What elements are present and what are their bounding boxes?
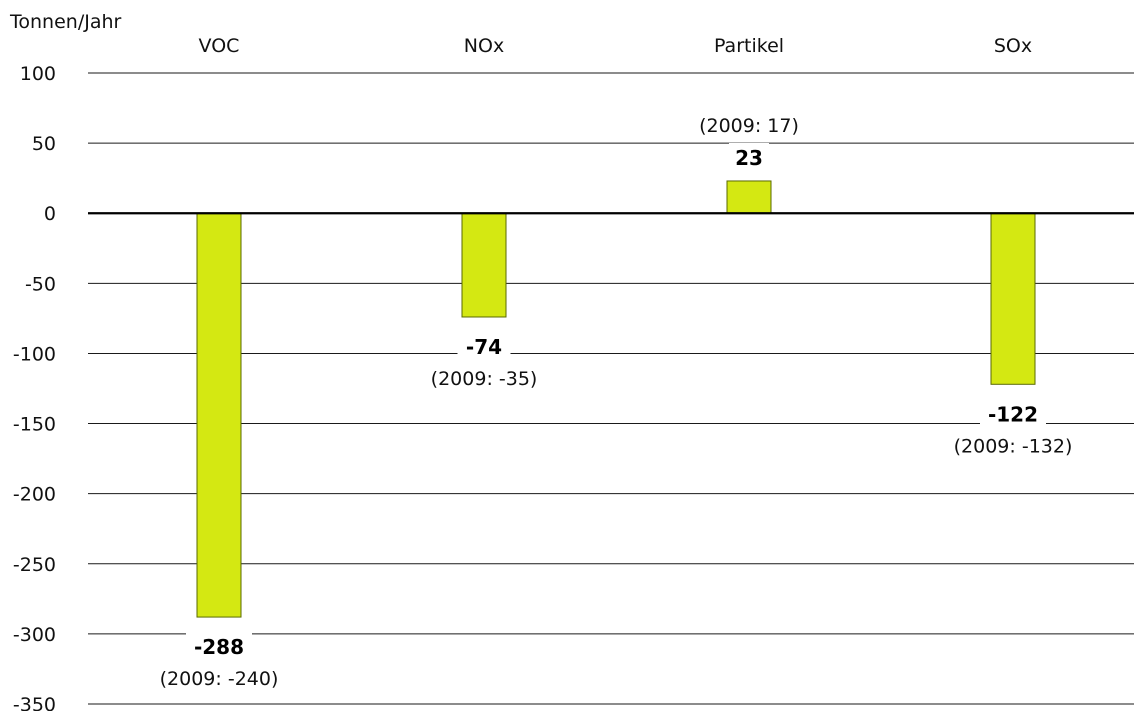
y-tick-label: -350 — [13, 694, 56, 711]
y-tick-label: -100 — [13, 343, 56, 365]
y-tick-label: -200 — [13, 484, 56, 506]
y-tick-label: -150 — [13, 414, 56, 436]
y-tick-label: -300 — [13, 624, 56, 646]
bar — [196, 212, 242, 618]
previous-year-label: (2009: -240) — [160, 668, 279, 690]
previous-year-label: (2009: 17) — [699, 115, 799, 137]
value-label: 23 — [735, 146, 763, 170]
value-label-backdrop — [980, 399, 1046, 428]
category-label: VOC — [199, 35, 240, 57]
value-label-backdrop — [186, 632, 252, 661]
y-tick-label: 0 — [44, 203, 56, 225]
bar — [726, 180, 772, 214]
bars — [196, 180, 1036, 618]
value-label: -74 — [466, 335, 502, 359]
y-tick-label: 50 — [32, 133, 56, 155]
category-labels: VOC NOx Partikel SOx — [199, 35, 1033, 57]
value-label: -288 — [194, 635, 244, 659]
bar — [461, 212, 507, 318]
category-label: NOx — [464, 35, 504, 57]
value-label-backdrop — [729, 142, 769, 171]
value-label-backdrop — [457, 331, 511, 360]
grid-lines — [88, 72, 1134, 705]
y-tick-label: 100 — [20, 63, 56, 85]
y-tick-label: -250 — [13, 554, 56, 576]
category-label: Partikel — [714, 35, 784, 57]
bar — [990, 212, 1036, 385]
category-label: SOx — [994, 35, 1032, 57]
y-axis-unit-label: Tonnen/Jahr — [9, 11, 122, 33]
value-labels: -288 (2009: -240) -74 (2009: -35) 23 (2009: 1… — [160, 115, 1073, 690]
previous-year-label: (2009: -35) — [431, 368, 538, 390]
previous-year-label: (2009: -132) — [954, 435, 1073, 457]
y-tick-label: -50 — [25, 273, 56, 295]
y-axis-ticks: 100 50 0 -50 -100 -150 -200 -250 -300 -350 — [13, 63, 56, 711]
value-label: -122 — [988, 402, 1038, 426]
